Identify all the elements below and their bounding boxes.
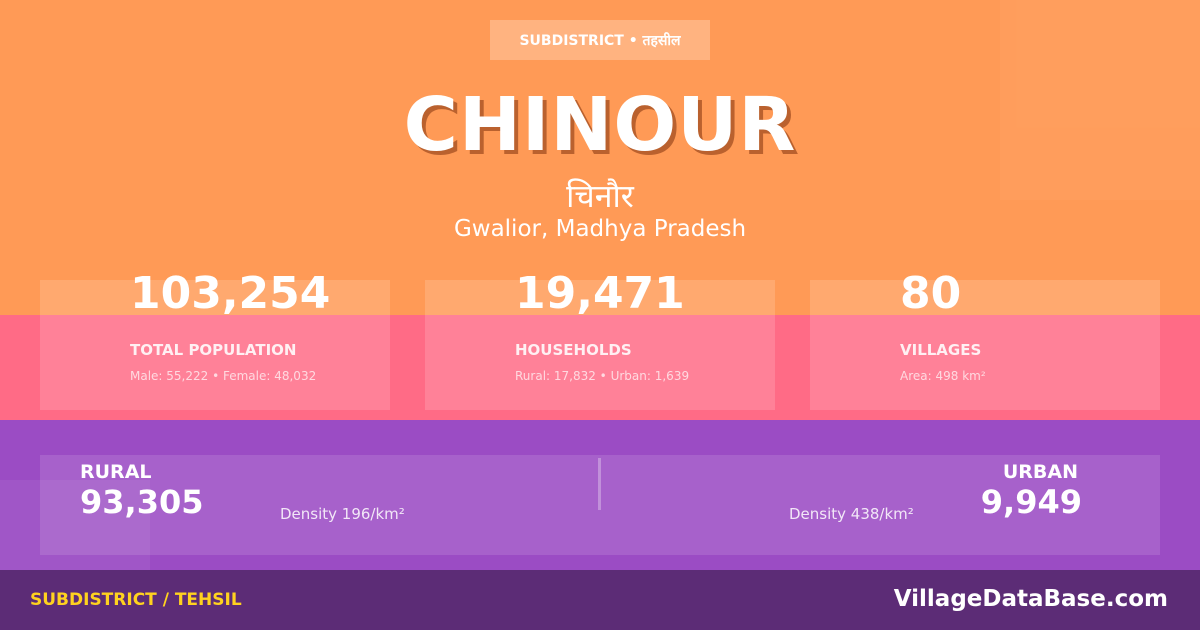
- urban-label: URBAN: [1002, 461, 1078, 483]
- stat-card-villages: 80 VILLAGES Area: 498 km²: [810, 268, 1160, 410]
- type-badge: SUBDISTRICT • तहसील: [490, 20, 710, 60]
- page-title: CHINOUR: [403, 82, 797, 168]
- footer-band: [0, 570, 1200, 630]
- stat-detail: Area: 498 km²: [900, 369, 986, 383]
- header-band: [0, 0, 1200, 315]
- footer-type: SUBDISTRICT / TEHSIL: [30, 590, 242, 610]
- urban-value: 9,949: [980, 483, 1082, 521]
- stat-label: HOUSEHOLDS: [515, 341, 632, 359]
- stat-value: 103,254: [130, 268, 331, 319]
- stat-card-households: 19,471 HOUSEHOLDS Rural: 17,832 • Urban:…: [425, 268, 775, 410]
- decorative-square: [1000, 0, 1200, 200]
- stat-value: 80: [900, 268, 962, 319]
- rural-density: Density 196/km²: [280, 505, 405, 523]
- rural-value: 93,305: [80, 483, 204, 521]
- title-hindi: चिनौर: [566, 177, 634, 215]
- rural-urban-split: RURAL 93,305 Density 196/km² URBAN 9,949…: [40, 455, 1160, 555]
- stat-card-population: 103,254 TOTAL POPULATION Male: 55,222 • …: [40, 268, 390, 410]
- divider: [598, 458, 601, 510]
- split-band: [0, 420, 1200, 570]
- stat-detail: Rural: 17,832 • Urban: 1,639: [515, 369, 690, 383]
- decorative-square: [0, 480, 150, 570]
- site-name: VillageDataBase.com: [893, 586, 1168, 612]
- location: Gwalior, Madhya Pradesh: [453, 216, 747, 242]
- stat-label: TOTAL POPULATION: [130, 341, 297, 359]
- stat-label: VILLAGES: [900, 341, 982, 359]
- stats-band: [0, 315, 1200, 420]
- stat-value: 19,471: [515, 268, 685, 319]
- stat-detail: Male: 55,222 • Female: 48,032: [130, 369, 317, 383]
- rural-label: RURAL: [80, 461, 152, 483]
- urban-density: Density 438/km²: [789, 505, 914, 523]
